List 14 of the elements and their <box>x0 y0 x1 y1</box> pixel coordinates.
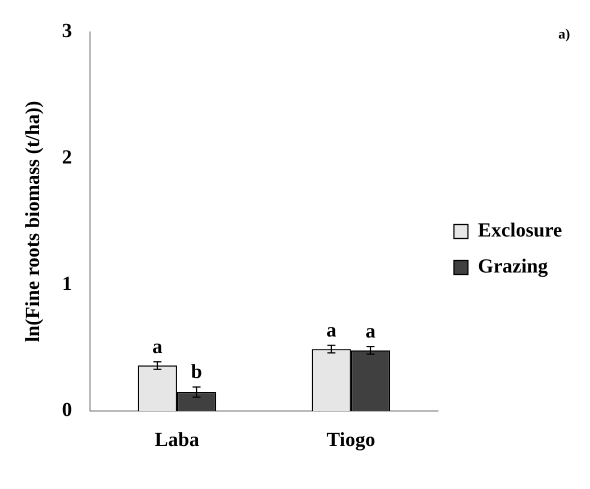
text: a) <box>558 28 570 43</box>
x-tick-label: Laba <box>154 429 200 452</box>
y-axis-title: ln(Fine roots biomass (t/ha)) <box>22 100 44 342</box>
annotation: b <box>190 361 202 384</box>
y-tick-label: 1 <box>62 272 72 295</box>
x-tick-label: Tiogo <box>326 429 376 452</box>
annotation: a <box>152 336 162 358</box>
annotation: a <box>326 319 336 342</box>
y-tick-label: 0 <box>62 399 72 422</box>
annotation: a <box>366 320 376 343</box>
y-tick-label: 2 <box>62 146 72 169</box>
legend-label: Grazing <box>478 256 548 278</box>
legend-label: Exclosure <box>478 220 562 242</box>
y-tick-label: 3 <box>62 20 72 42</box>
